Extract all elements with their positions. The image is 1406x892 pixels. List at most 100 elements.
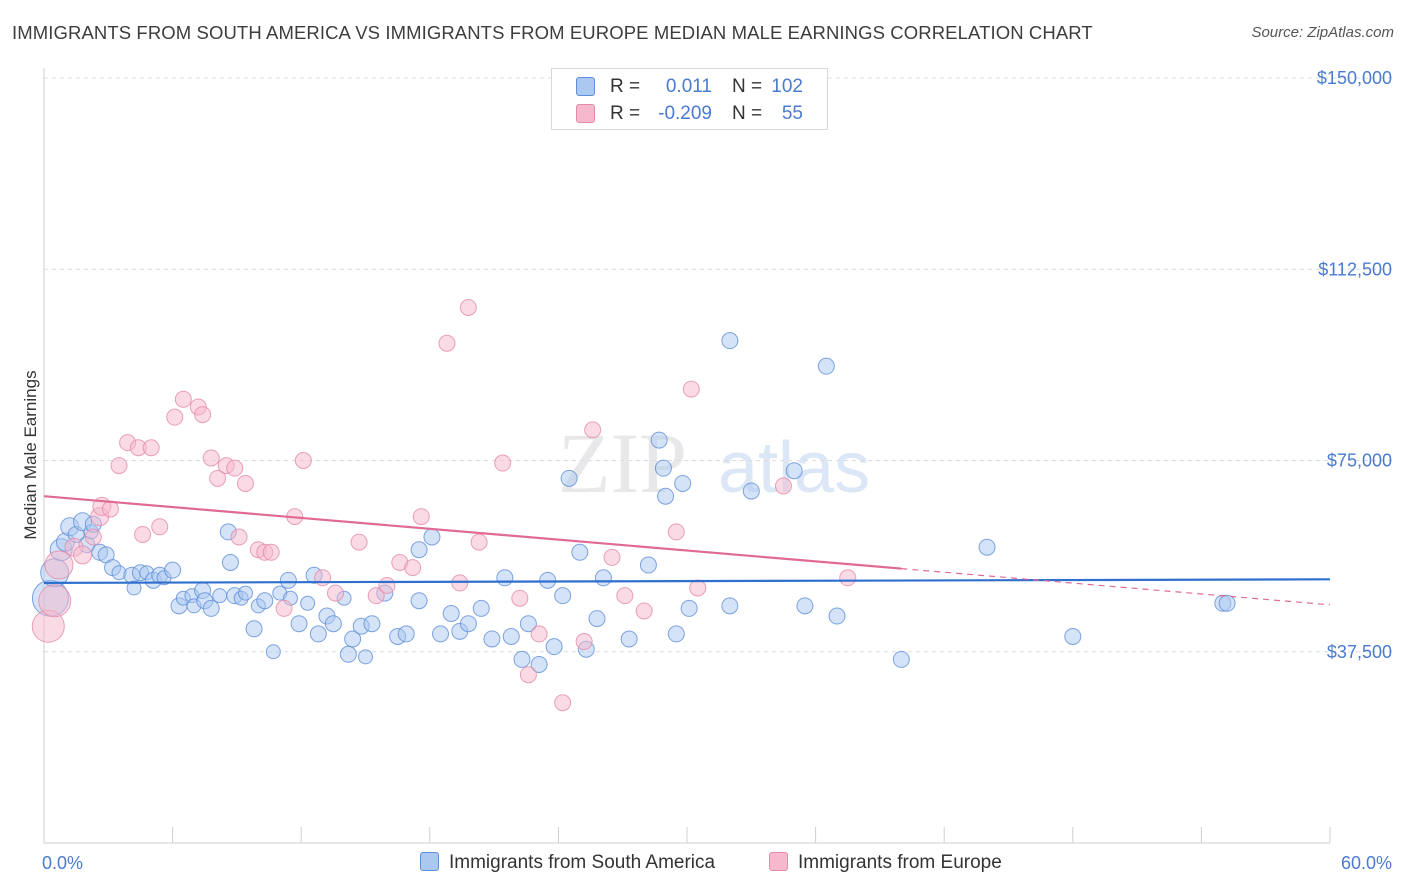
data-point (682, 380, 700, 398)
data-point (290, 615, 308, 633)
data-point (166, 408, 184, 426)
data-point (314, 569, 332, 587)
data-point (530, 656, 548, 673)
data-point (511, 589, 529, 607)
data-point (134, 525, 152, 543)
data-point (978, 538, 996, 556)
data-point (470, 533, 488, 551)
data-point (689, 579, 707, 597)
data-point (680, 599, 698, 617)
data-point (279, 571, 297, 589)
data-point (560, 469, 578, 487)
data-point (594, 569, 612, 587)
watermark: ZIP atlas (558, 415, 870, 511)
n-value: 102 (771, 76, 803, 97)
data-point (174, 390, 192, 408)
data-point (584, 421, 602, 439)
data-point (326, 584, 344, 602)
axes (43, 68, 1331, 844)
gridlines (44, 77, 1392, 653)
data-point (202, 449, 220, 467)
data-point (451, 574, 469, 592)
data-point (472, 599, 490, 617)
trend-line-extension (901, 568, 1331, 606)
data-point (657, 487, 675, 505)
r-value: 0.011 (665, 76, 712, 97)
data-point (459, 299, 477, 316)
data-point (796, 597, 814, 615)
r-value: -0.209 (658, 103, 712, 124)
data-point (667, 625, 685, 643)
data-point (502, 627, 520, 645)
data-point (483, 630, 501, 648)
data-point (674, 474, 692, 492)
data-point (785, 462, 803, 480)
legend-swatch-pink (576, 104, 595, 123)
data-point (236, 474, 254, 492)
y-tick-label: $75,000 (1327, 451, 1392, 471)
data-point (202, 599, 220, 617)
data-point (237, 585, 253, 601)
data-point (1064, 627, 1082, 645)
data-point (209, 469, 227, 487)
stats-row-south-america: R = 0.011 N = 102 (552, 73, 827, 101)
data-point (828, 607, 846, 625)
x-tick-label: 0.0% (42, 853, 83, 873)
data-point (412, 508, 430, 526)
data-point (44, 550, 74, 580)
data-point (110, 457, 128, 475)
data-point (339, 645, 357, 663)
data-point (721, 597, 739, 615)
data-point (616, 587, 634, 605)
data-point (892, 650, 910, 668)
legend-item-europe: Immigrants from Europe (769, 852, 1002, 874)
n-value: 55 (781, 103, 803, 124)
data-point (667, 523, 685, 541)
data-point (410, 592, 428, 610)
x-tick-label: 60.0% (1341, 853, 1392, 873)
data-point (309, 625, 327, 643)
data-point (84, 528, 102, 546)
stats-row-europe: R = -0.209 N = 55 (552, 100, 827, 128)
trend-lines (43, 495, 1331, 606)
data-point (194, 406, 212, 424)
axis-labels: $37,500 $75,000 $112,500 $150,000 0.0% 60.0% M… (21, 68, 1392, 873)
data-point (126, 580, 142, 596)
data-point (442, 605, 460, 622)
data-point (294, 452, 312, 469)
data-point (378, 576, 396, 594)
data-point (620, 630, 638, 648)
data-point (265, 644, 281, 660)
data-point (423, 528, 441, 546)
data-point (519, 615, 537, 633)
y-tick-label: $37,500 (1327, 642, 1392, 662)
data-point (344, 630, 362, 648)
n-label: N = (732, 103, 763, 124)
trend-line (43, 578, 1331, 585)
data-point (245, 620, 263, 638)
legend-swatch-pink (769, 852, 788, 871)
data-point (164, 561, 182, 579)
data-point (438, 334, 456, 352)
data-point (1218, 594, 1236, 612)
y-tick-label: $150,000 (1317, 68, 1392, 88)
data-point (588, 610, 606, 628)
data-point (38, 584, 72, 618)
data-point (230, 528, 248, 546)
data-point (324, 615, 342, 633)
r-label: R = (610, 103, 641, 124)
data-point (275, 599, 293, 617)
data-point (774, 477, 792, 495)
legend-swatch-blue (576, 77, 595, 96)
data-point (226, 459, 244, 477)
data-point (545, 638, 563, 656)
data-point (721, 332, 739, 350)
data-point (742, 482, 760, 500)
data-point (404, 559, 422, 577)
data-point (513, 650, 531, 668)
data-point (635, 602, 653, 620)
data-point (256, 592, 274, 610)
data-point (410, 541, 428, 559)
data-point (363, 615, 381, 633)
data-point (571, 543, 589, 561)
